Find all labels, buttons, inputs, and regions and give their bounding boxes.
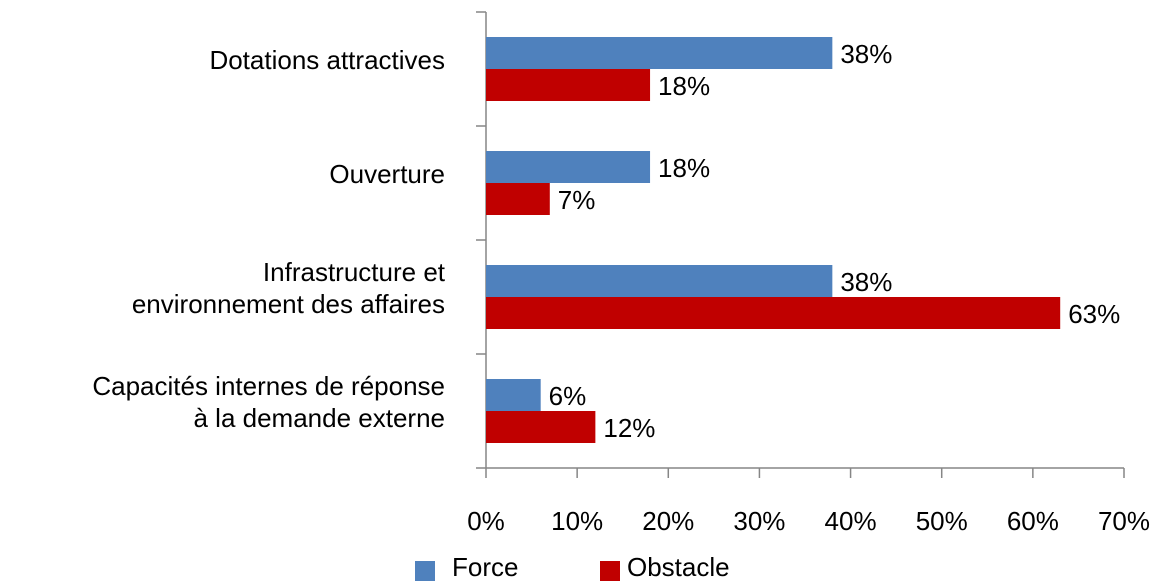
bar [486,37,833,69]
data-label: 18% [658,71,710,101]
legend-label: Force [452,552,518,582]
x-tick-label: 60% [1007,506,1059,536]
data-label: 6% [549,381,587,411]
bar [486,411,596,443]
category-label: Dotations attractives [209,45,445,75]
category-label: Ouverture [329,159,445,189]
category-label: Infrastructure et [263,257,446,287]
bar [486,297,1061,329]
x-tick-label: 70% [1098,506,1150,536]
x-tick-label: 30% [733,506,785,536]
data-label: 12% [603,413,655,443]
bar [486,151,651,183]
data-label: 63% [1068,299,1120,329]
x-tick-label: 10% [551,506,603,536]
data-label: 38% [840,39,892,69]
category-label: Capacités internes de réponse [92,371,445,401]
legend-swatch [600,561,620,581]
data-label: 7% [558,185,596,215]
category-label: environnement des affaires [132,289,445,319]
x-tick-label: 50% [916,506,968,536]
x-tick-label: 20% [642,506,694,536]
x-tick-label: 0% [467,506,505,536]
bar [486,69,651,101]
legend-swatch [415,561,435,581]
data-label: 38% [840,267,892,297]
category-label: à la demande externe [193,403,445,433]
bar [486,183,550,215]
data-label: 18% [658,153,710,183]
x-tick-label: 40% [825,506,877,536]
bar [486,379,541,411]
bar [486,265,833,297]
legend-label: Obstacle [627,552,730,582]
